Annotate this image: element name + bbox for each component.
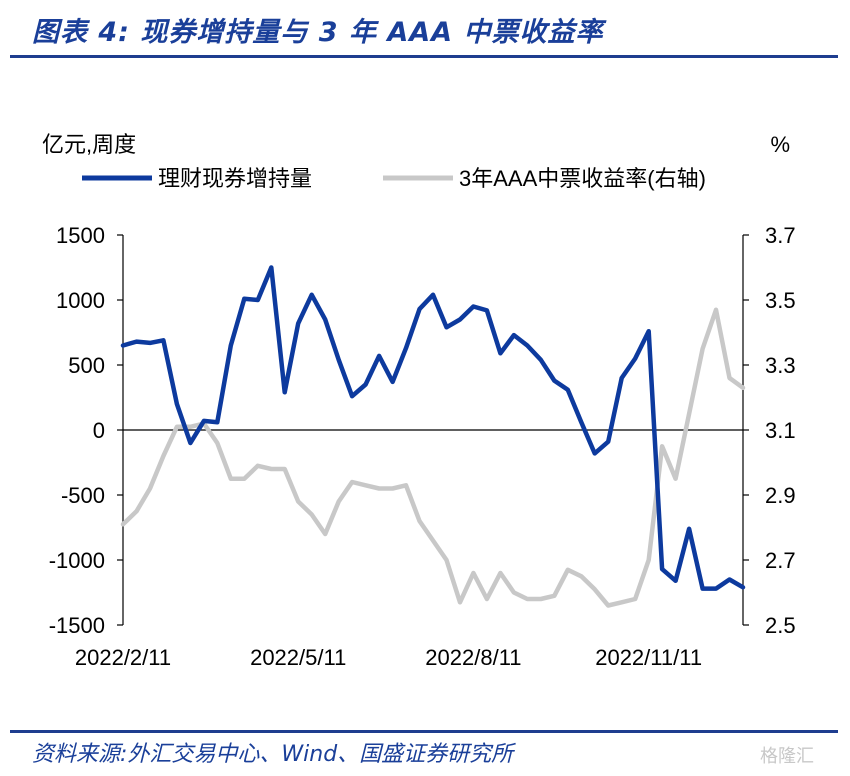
left-tick-label: 0 [93, 418, 105, 443]
x-tick-label: 2022/5/11 [250, 645, 346, 670]
line-chart: 亿元,周度 % 理财现券增持量 3年AAA中票收益率(右轴) 1500 1000 5… [42, 132, 796, 670]
right-tick-label: 3.3 [765, 353, 796, 378]
left-axis-unit: 亿元,周度 [42, 132, 136, 157]
legend: 理财现券增持量 3年AAA中票收益率(右轴) [82, 166, 706, 191]
right-tick-label: 2.9 [765, 483, 796, 508]
left-tick-label: -1500 [49, 613, 105, 638]
series-lines [120, 265, 746, 608]
right-tick-label: 3.7 [765, 223, 796, 248]
right-tick-label: 3.1 [765, 418, 796, 443]
x-tick-label: 2022/2/11 [75, 645, 171, 670]
source-rule [10, 730, 838, 733]
right-tick-label: 2.5 [765, 613, 796, 638]
legend-label-left-series: 理财现券增持量 [158, 166, 312, 191]
right-tick-label: 2.7 [765, 548, 796, 573]
left-tick-label: 1500 [56, 223, 105, 248]
x-tick-label: 2022/8/11 [425, 645, 521, 670]
axes: 1500 1000 500 0 -500 -1000 -1500 3.7 3.5 3.3 3.1 2.… [49, 223, 796, 670]
left-tick-label: 500 [68, 353, 105, 378]
right-axis-unit: % [770, 132, 790, 157]
source-note: 资料来源:外汇交易中心、Wind、国盛证券研究所 [32, 742, 514, 767]
series-line-right [120, 307, 746, 608]
left-tick-label: 1000 [56, 288, 105, 313]
title-rule [10, 55, 838, 58]
legend-label-right-series: 3年AAA中票收益率(右轴) [459, 166, 706, 191]
left-tick-label: -500 [61, 483, 105, 508]
series-line-left [120, 265, 746, 591]
left-tick-label: -1000 [49, 548, 105, 573]
figure-title: 图表 4: 现券增持量与 3 年 AAA 中票收益率 [32, 17, 604, 48]
right-tick-label: 3.5 [765, 288, 796, 313]
x-tick-label: 2022/11/11 [595, 645, 702, 670]
watermark: 格隆汇 [760, 746, 814, 767]
